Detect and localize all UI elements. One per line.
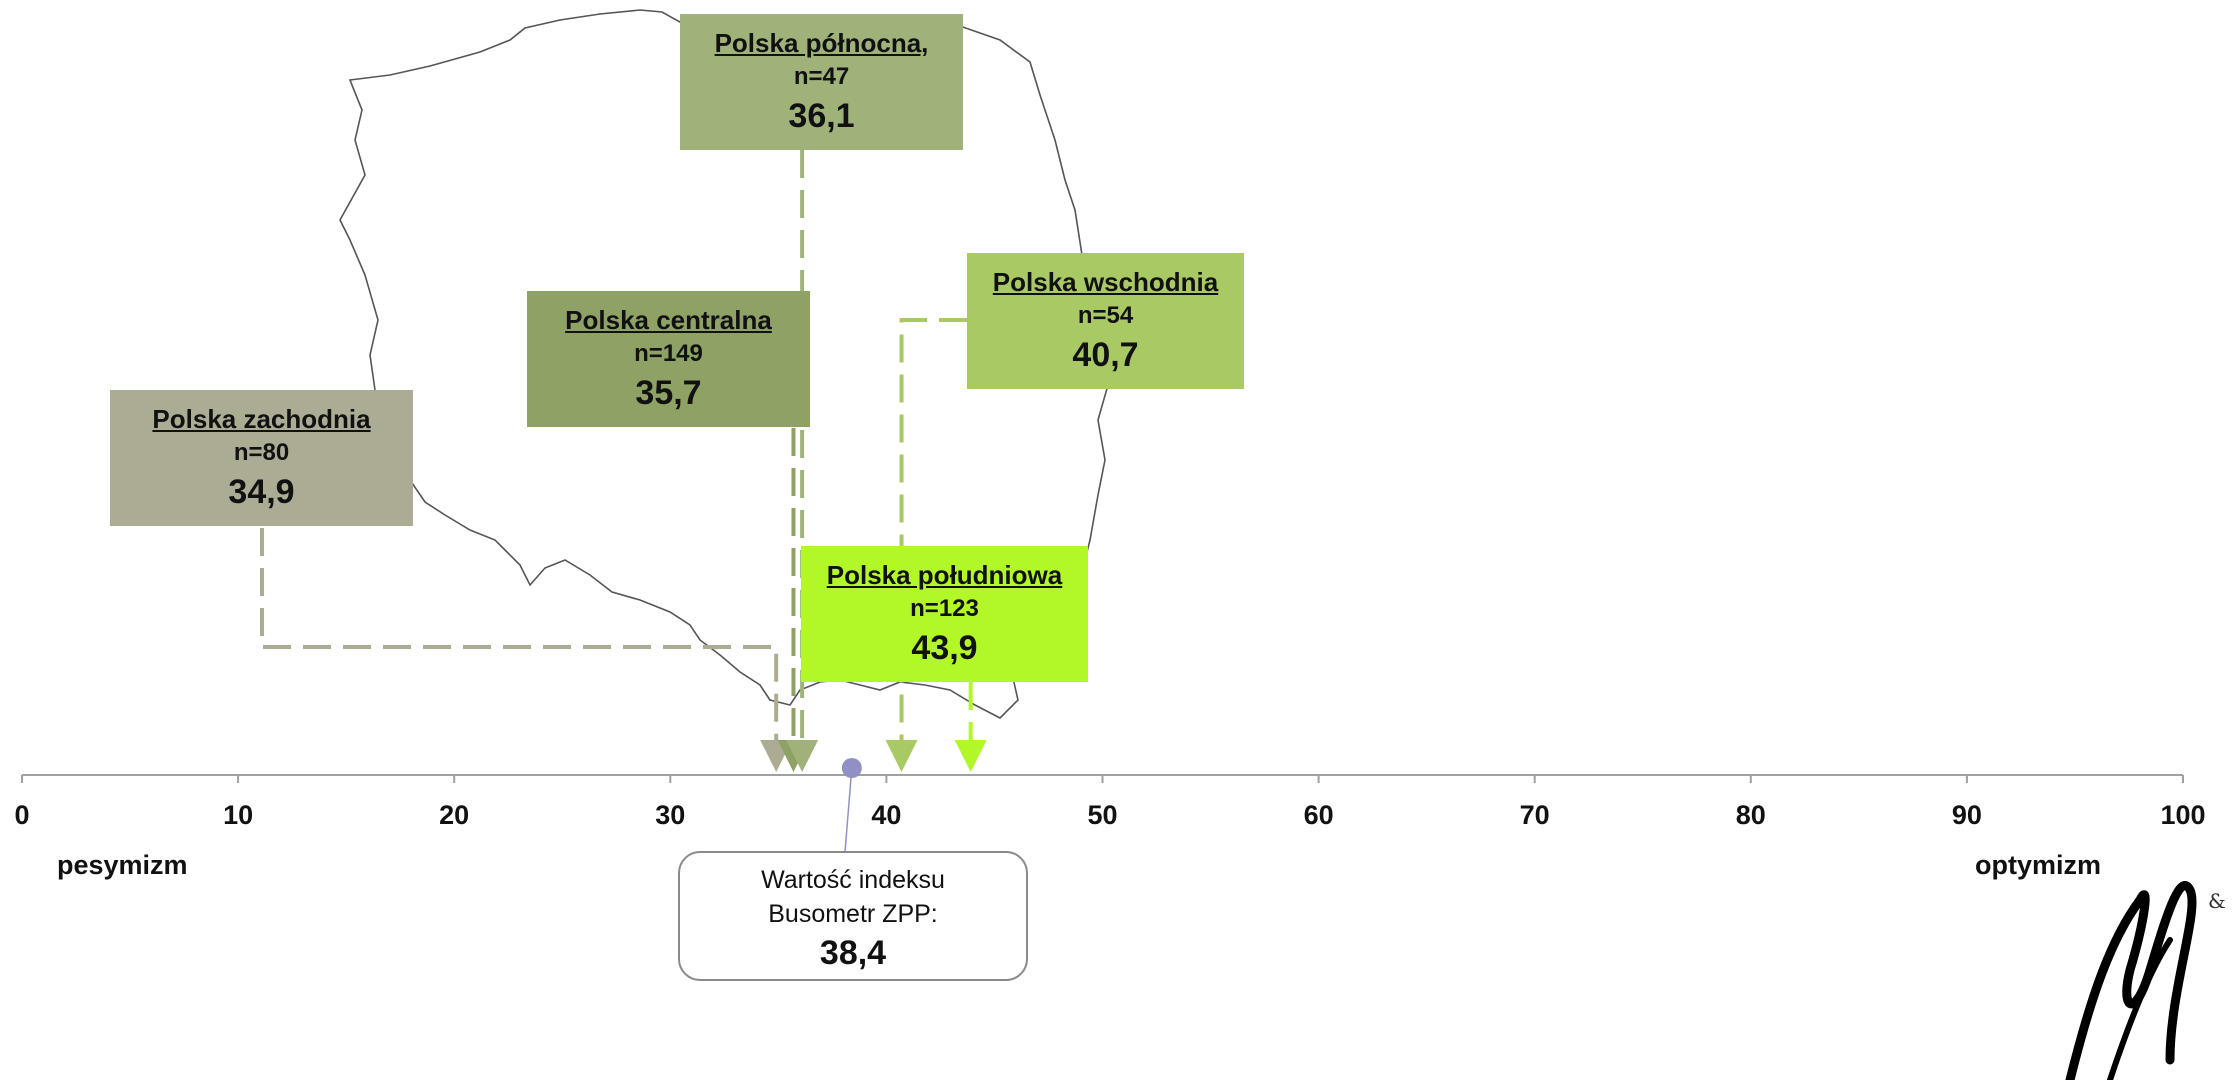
x-tick-label: 20 [439,800,470,830]
logo-signature: & [2065,881,2226,1080]
busometr-chart: Polska zachodnia n=80 34,9 Polska centra… [14,9,2226,1080]
index-marker [841,758,862,778]
sample-size: n=54 [1077,302,1134,329]
x-tick-label: 10 [223,800,254,830]
index-connector [844,767,853,853]
region-value: 40,7 [1072,336,1139,374]
scale-label-pesymizm: pesymizm [57,850,188,880]
region-marker [786,740,819,772]
region-name: Polska północna, [714,28,929,58]
index-value: 38,4 [819,934,887,972]
box-polska-poludniowa: Polska południowa n=123 43,9 [801,546,1088,682]
x-tick-label: 100 [2160,800,2206,830]
svg-text:&: & [2208,889,2226,913]
scale-label-optymizm: optymizm [1975,850,2102,880]
poland-map-outline [339,9,1109,719]
region-value: 35,7 [635,374,702,412]
region-marker [885,740,918,772]
x-tick-label: 60 [1303,800,1334,830]
index-label-line2: Busometr ZPP: [768,900,938,928]
sample-size: n=123 [910,595,979,622]
region-name: Polska zachodnia [152,404,371,434]
x-tick-label: 70 [1519,800,1550,830]
leader-line [260,528,779,740]
x-tick-label: 40 [871,800,902,830]
region-marker [954,740,987,772]
box-polska-centralna: Polska centralna n=149 35,7 [527,291,810,427]
x-tick-label: 90 [1951,800,1982,830]
x-tick-label: 80 [1735,800,1766,830]
sample-size: n=149 [634,340,703,367]
region-name: Polska południowa [826,560,1063,590]
x-tick-label: 50 [1087,800,1118,830]
box-polska-wschodnia: Polska wschodnia n=54 40,7 [967,253,1244,389]
chart-canvas [21,9,2184,853]
x-tick-label: 0 [14,800,30,830]
box-polska-polnocna: Polska północna, n=47 36,1 [680,14,963,150]
region-value: 36,1 [788,97,855,135]
sample-size: n=80 [233,439,290,466]
region-name: Polska centralna [565,305,772,335]
region-name: Polska wschodnia [992,267,1219,297]
box-polska-zachodnia: Polska zachodnia n=80 34,9 [110,390,413,526]
region-value: 43,9 [911,629,978,667]
index-callout: Wartość indeksu Busometr ZPP: 38,4 [678,851,1028,981]
index-label-line1: Wartość indeksu [761,866,945,894]
x-tick-label: 30 [655,800,686,830]
sample-size: n=47 [793,63,850,90]
region-value: 34,9 [228,473,295,511]
